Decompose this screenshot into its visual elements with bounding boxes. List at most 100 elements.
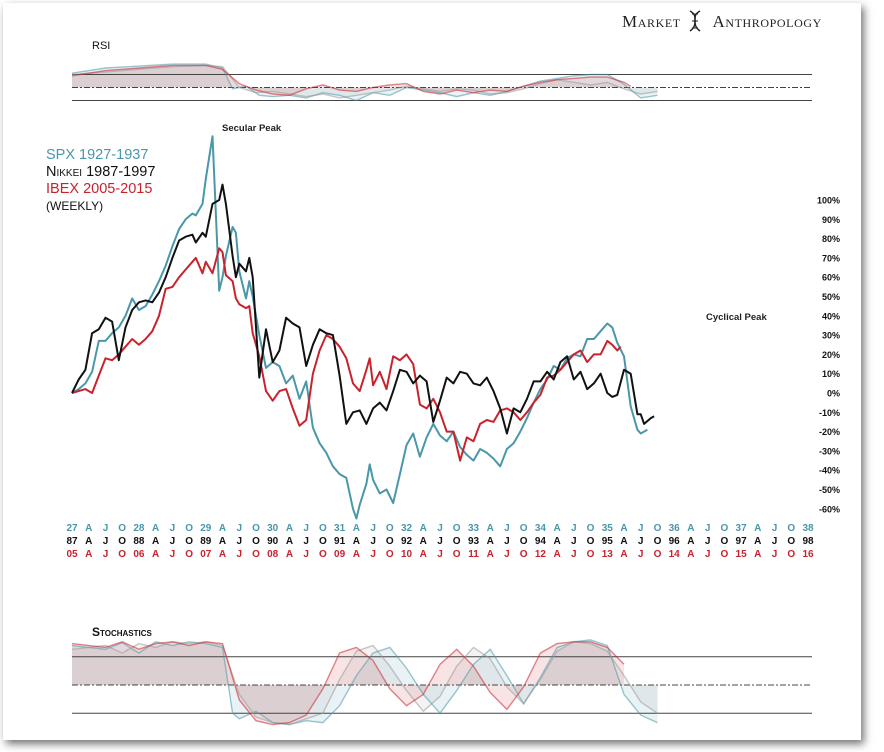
- x-tick-label: 33: [468, 523, 480, 534]
- y-tick-label: 10%: [822, 369, 840, 379]
- x-tick-label: 28: [133, 523, 145, 534]
- chart-frame: [3, 3, 861, 740]
- x-tick-label: O: [654, 536, 662, 547]
- x-tick-label: O: [118, 536, 126, 547]
- series-line-ibex: [71, 247, 622, 462]
- x-tick-label: J: [437, 523, 443, 534]
- legend-item-ibex: IBEX 2005-2015: [46, 181, 153, 197]
- rsi-label: RSI: [92, 40, 111, 52]
- x-tick-label: J: [638, 536, 644, 547]
- rsi-line-nikkei: [71, 64, 658, 99]
- x-tick-label: J: [772, 523, 778, 534]
- x-tick-label: A: [687, 523, 694, 534]
- x-tick-label: 29: [200, 523, 212, 534]
- brand-right: Anthropology: [712, 12, 822, 31]
- x-tick-label: J: [638, 549, 644, 560]
- x-tick-label: 98: [802, 536, 814, 547]
- x-tick-label: O: [587, 549, 595, 560]
- x-tick-label: A: [152, 536, 159, 547]
- x-tick-label: 92: [401, 536, 413, 547]
- x-tick-label: J: [437, 536, 443, 547]
- stoch-area-ibex: [72, 641, 624, 725]
- x-tick-label: 05: [66, 549, 78, 560]
- x-tick-label: J: [103, 549, 109, 560]
- x-tick-label: A: [420, 536, 427, 547]
- stoch-line-nikkei: [71, 641, 658, 726]
- brand-left: Market: [622, 12, 681, 31]
- x-tick-label: O: [185, 536, 193, 547]
- x-tick-label: O: [453, 549, 461, 560]
- stoch-line-ibex: [71, 641, 625, 726]
- x-tick-label: J: [303, 536, 309, 547]
- x-tick-label: 27: [66, 523, 78, 534]
- x-tick-label: O: [252, 549, 260, 560]
- y-tick-label: -50%: [819, 485, 840, 495]
- x-tick-label: A: [219, 536, 226, 547]
- x-tick-label: J: [237, 536, 243, 547]
- x-tick-label: A: [620, 523, 627, 534]
- x-tick-label: O: [787, 549, 795, 560]
- x-tick-label: 36: [669, 523, 681, 534]
- legend-item-nikkei: Nikkei 1987-1997: [46, 164, 156, 180]
- dna-helix-icon: [686, 10, 708, 32]
- y-tick-label: 0%: [827, 389, 840, 399]
- x-tick-label: J: [571, 549, 577, 560]
- x-tick-label: O: [185, 523, 193, 534]
- x-tick-label: J: [170, 536, 176, 547]
- x-tick-label: A: [687, 549, 694, 560]
- rsi-line-spx: [71, 63, 658, 102]
- stochastics-label: Stochastics: [92, 625, 152, 639]
- legend-item-spx: SPX 1927-1937: [46, 147, 149, 163]
- y-tick-label: 70%: [822, 253, 840, 263]
- x-tick-label: J: [705, 549, 711, 560]
- x-tick-label: 90: [267, 536, 279, 547]
- x-tick-label: O: [654, 549, 662, 560]
- x-tick-label: 15: [736, 549, 748, 560]
- x-tick-label: J: [504, 536, 510, 547]
- y-tick-label: 100%: [817, 196, 840, 206]
- x-tick-label: O: [319, 549, 327, 560]
- stoch-area-spx: [72, 639, 658, 725]
- x-tick-label: 30: [267, 523, 279, 534]
- series-line-spx: [71, 135, 648, 520]
- x-tick-label: A: [553, 549, 560, 560]
- rsi-area-ibex: [72, 65, 631, 96]
- stoch-line-spx: [71, 639, 658, 726]
- x-tick-label: J: [571, 536, 577, 547]
- x-tick-label: J: [437, 549, 443, 560]
- x-tick-label: 94: [535, 536, 547, 547]
- x-tick-label: 97: [736, 536, 748, 547]
- x-tick-label: 91: [334, 536, 346, 547]
- rsi-area-spx: [72, 64, 658, 101]
- x-tick-label: O: [520, 536, 528, 547]
- x-tick-label: 07: [200, 549, 212, 560]
- x-tick-label: J: [772, 536, 778, 547]
- x-tick-label: A: [754, 536, 761, 547]
- stoch-area-nikkei: [72, 641, 658, 725]
- x-tick-label: 14: [669, 549, 681, 560]
- x-tick-label: A: [85, 549, 92, 560]
- x-tick-label: J: [370, 536, 376, 547]
- x-tick-label: O: [787, 523, 795, 534]
- x-tick-label: J: [303, 549, 309, 560]
- x-tick-label: A: [620, 549, 627, 560]
- x-tick-label: J: [571, 523, 577, 534]
- x-tick-label: O: [252, 536, 260, 547]
- x-tick-label: A: [85, 536, 92, 547]
- x-tick-label: 12: [535, 549, 547, 560]
- x-tick-label: O: [587, 536, 595, 547]
- x-tick-label: O: [386, 549, 394, 560]
- x-tick-label: 11: [468, 549, 479, 560]
- brand-title: Market Anthropology: [622, 10, 822, 32]
- x-tick-label: J: [103, 523, 109, 534]
- x-tick-label: O: [319, 536, 327, 547]
- x-tick-label: J: [772, 549, 778, 560]
- y-tick-label: 60%: [822, 273, 840, 283]
- y-tick-label: -40%: [819, 466, 840, 476]
- x-tick-label: J: [237, 523, 243, 534]
- x-tick-label: A: [85, 523, 92, 534]
- x-tick-label: A: [353, 536, 360, 547]
- x-tick-label: 31: [334, 523, 346, 534]
- x-tick-label: O: [654, 523, 662, 534]
- x-tick-label: A: [687, 536, 694, 547]
